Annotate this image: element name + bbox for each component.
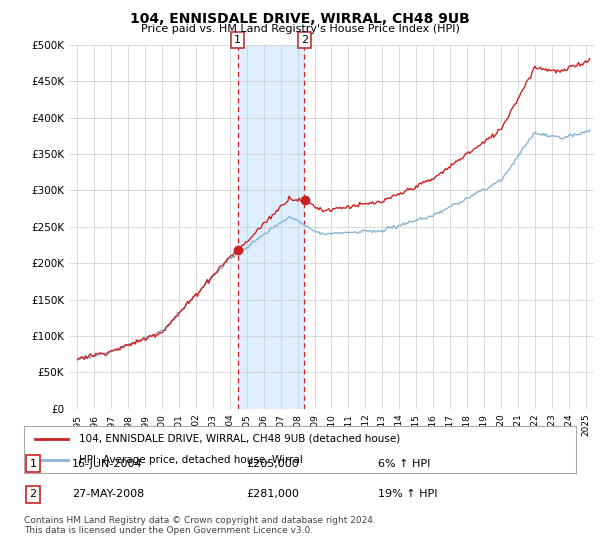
- Text: 1: 1: [234, 35, 241, 45]
- Text: £281,000: £281,000: [246, 489, 299, 500]
- Text: £205,000: £205,000: [246, 459, 299, 469]
- Text: Contains HM Land Registry data © Crown copyright and database right 2024.
This d: Contains HM Land Registry data © Crown c…: [24, 516, 376, 535]
- Text: 6% ↑ HPI: 6% ↑ HPI: [378, 459, 430, 469]
- Text: 2: 2: [301, 35, 308, 45]
- Text: 104, ENNISDALE DRIVE, WIRRAL, CH48 9UB (detached house): 104, ENNISDALE DRIVE, WIRRAL, CH48 9UB (…: [79, 434, 400, 444]
- Text: 27-MAY-2008: 27-MAY-2008: [72, 489, 144, 500]
- Text: 19% ↑ HPI: 19% ↑ HPI: [378, 489, 437, 500]
- Text: 104, ENNISDALE DRIVE, WIRRAL, CH48 9UB: 104, ENNISDALE DRIVE, WIRRAL, CH48 9UB: [130, 12, 470, 26]
- Text: Price paid vs. HM Land Registry's House Price Index (HPI): Price paid vs. HM Land Registry's House …: [140, 24, 460, 34]
- Text: 2: 2: [29, 489, 37, 500]
- Bar: [238, 45, 304, 409]
- Text: HPI: Average price, detached house, Wirral: HPI: Average price, detached house, Wirr…: [79, 455, 303, 465]
- Text: 16-JUN-2004: 16-JUN-2004: [72, 459, 143, 469]
- Text: 1: 1: [29, 459, 37, 469]
